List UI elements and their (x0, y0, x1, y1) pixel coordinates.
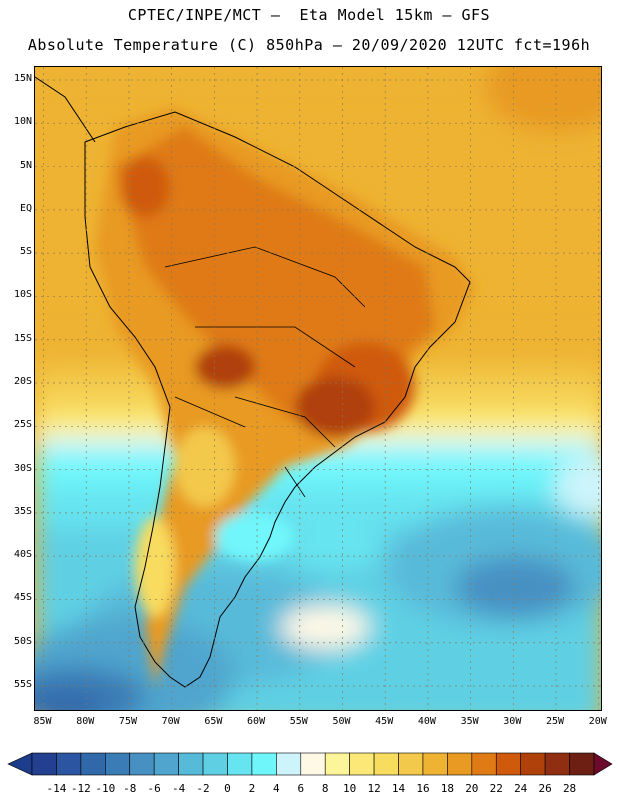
latitude-label: EQ (19, 202, 32, 214)
color-scale-bin (202, 752, 228, 776)
color-scale-bin (251, 752, 277, 776)
color-scale-tick-label: -8 (123, 782, 137, 795)
color-scale-bin (105, 752, 131, 776)
color-scale-tick-label: -12 (70, 782, 91, 795)
color-scale-tick-label: 24 (514, 782, 528, 795)
longitude-label: 85W (33, 716, 52, 727)
color-scale-bin (31, 752, 57, 776)
color-scale (0, 748, 618, 800)
color-scale-tick-label: -10 (95, 782, 116, 795)
color-scale-bin (56, 752, 82, 776)
longitude-label: 75W (118, 716, 137, 727)
color-scale-tick-label: -6 (147, 782, 161, 795)
latitude-label: 25S (13, 419, 32, 431)
color-scale-tick-label: 22 (489, 782, 503, 795)
color-scale-tick-label: 8 (321, 782, 329, 795)
color-scale-tick-label: 14 (391, 782, 406, 795)
color-scale-tick-label: -2 (196, 782, 210, 795)
latitude-label: 30S (13, 462, 32, 474)
latitude-label: 40S (13, 549, 32, 561)
color-scale-tick-label: 28 (562, 782, 577, 795)
coastline-central-america (35, 76, 96, 143)
color-scale-bin (495, 752, 521, 776)
latitude-label: 15S (13, 332, 32, 344)
color-scale-bin (178, 752, 204, 776)
color-scale-bin (447, 752, 473, 776)
color-scale-tick-label: 16 (416, 782, 430, 795)
map-title-variable: Absolute Temperature (C) 850hPa – 20/09/… (27, 36, 591, 54)
color-scale-bin (324, 752, 350, 776)
color-scale-bin (544, 752, 570, 776)
longitude-label: 55W (289, 716, 308, 727)
latitude-label: 20S (13, 376, 32, 387)
longitude-label: 65W (204, 716, 223, 727)
longitude-label: 80W (76, 716, 95, 727)
longitude-label: 45W (375, 716, 394, 727)
longitude-label: 50W (332, 716, 351, 727)
color-scale-bin (422, 752, 448, 776)
color-scale-tick-label: -14 (46, 782, 67, 795)
temperature-map[interactable] (34, 66, 602, 711)
color-scale-tick-label: 18 (440, 782, 455, 795)
color-scale-bin (373, 752, 399, 776)
longitude-label: 60W (247, 716, 266, 727)
latitude-label: 55S (13, 679, 32, 691)
latitude-label: 5N (19, 159, 32, 171)
color-scale-bin (569, 752, 595, 776)
color-scale-bin (227, 752, 253, 776)
longitude-label: 20W (588, 716, 607, 727)
map-title-source: CPTEC/INPE/MCT – Eta Model 15km – GFS (127, 6, 491, 24)
latitude-label: 5S (19, 246, 32, 258)
longitude-label: 35W (460, 716, 479, 727)
color-scale-bin (80, 752, 106, 776)
color-scale-bin (471, 752, 497, 776)
graticule (35, 67, 601, 710)
latitude-label: 10S (13, 289, 32, 301)
latitude-label: 35S (13, 505, 32, 517)
temperature-field (35, 67, 601, 710)
latitude-label: 15N (13, 72, 32, 84)
color-scale-tick-label: 12 (367, 782, 381, 795)
longitude-label: 25W (545, 716, 565, 727)
color-scale-tick-label: 20 (465, 782, 479, 795)
color-scale-bin (398, 752, 424, 776)
color-scale-tick-label: 10 (343, 782, 357, 795)
coastline-south-america (84, 111, 471, 688)
latitude-label: 10N (13, 116, 32, 128)
color-scale-below-arrow (7, 752, 33, 776)
color-scale-bin (300, 752, 326, 776)
color-scale-bin (276, 752, 302, 776)
latitude-label: 50S (13, 635, 32, 647)
longitude-label: 40W (417, 716, 436, 727)
latitude-label: 45S (13, 592, 32, 604)
color-scale-tick-label: 2 (248, 782, 256, 795)
color-scale-tick-label: -4 (171, 782, 186, 795)
color-scale-tick-label: 6 (297, 782, 305, 795)
color-scale-bin (349, 752, 375, 776)
color-scale-bin (129, 752, 155, 776)
border-lines (164, 246, 366, 498)
longitude-label: 70W (161, 716, 180, 727)
color-scale-above-arrow (593, 752, 613, 776)
longitude-label: 30W (503, 716, 522, 727)
color-scale-bin (520, 752, 546, 776)
color-scale-bin (153, 752, 179, 776)
color-scale-tick-label: 26 (538, 782, 552, 795)
color-scale-bar (7, 752, 613, 776)
color-scale-tick-label: 4 (273, 782, 280, 795)
color-scale-tick-label: 0 (224, 782, 231, 795)
